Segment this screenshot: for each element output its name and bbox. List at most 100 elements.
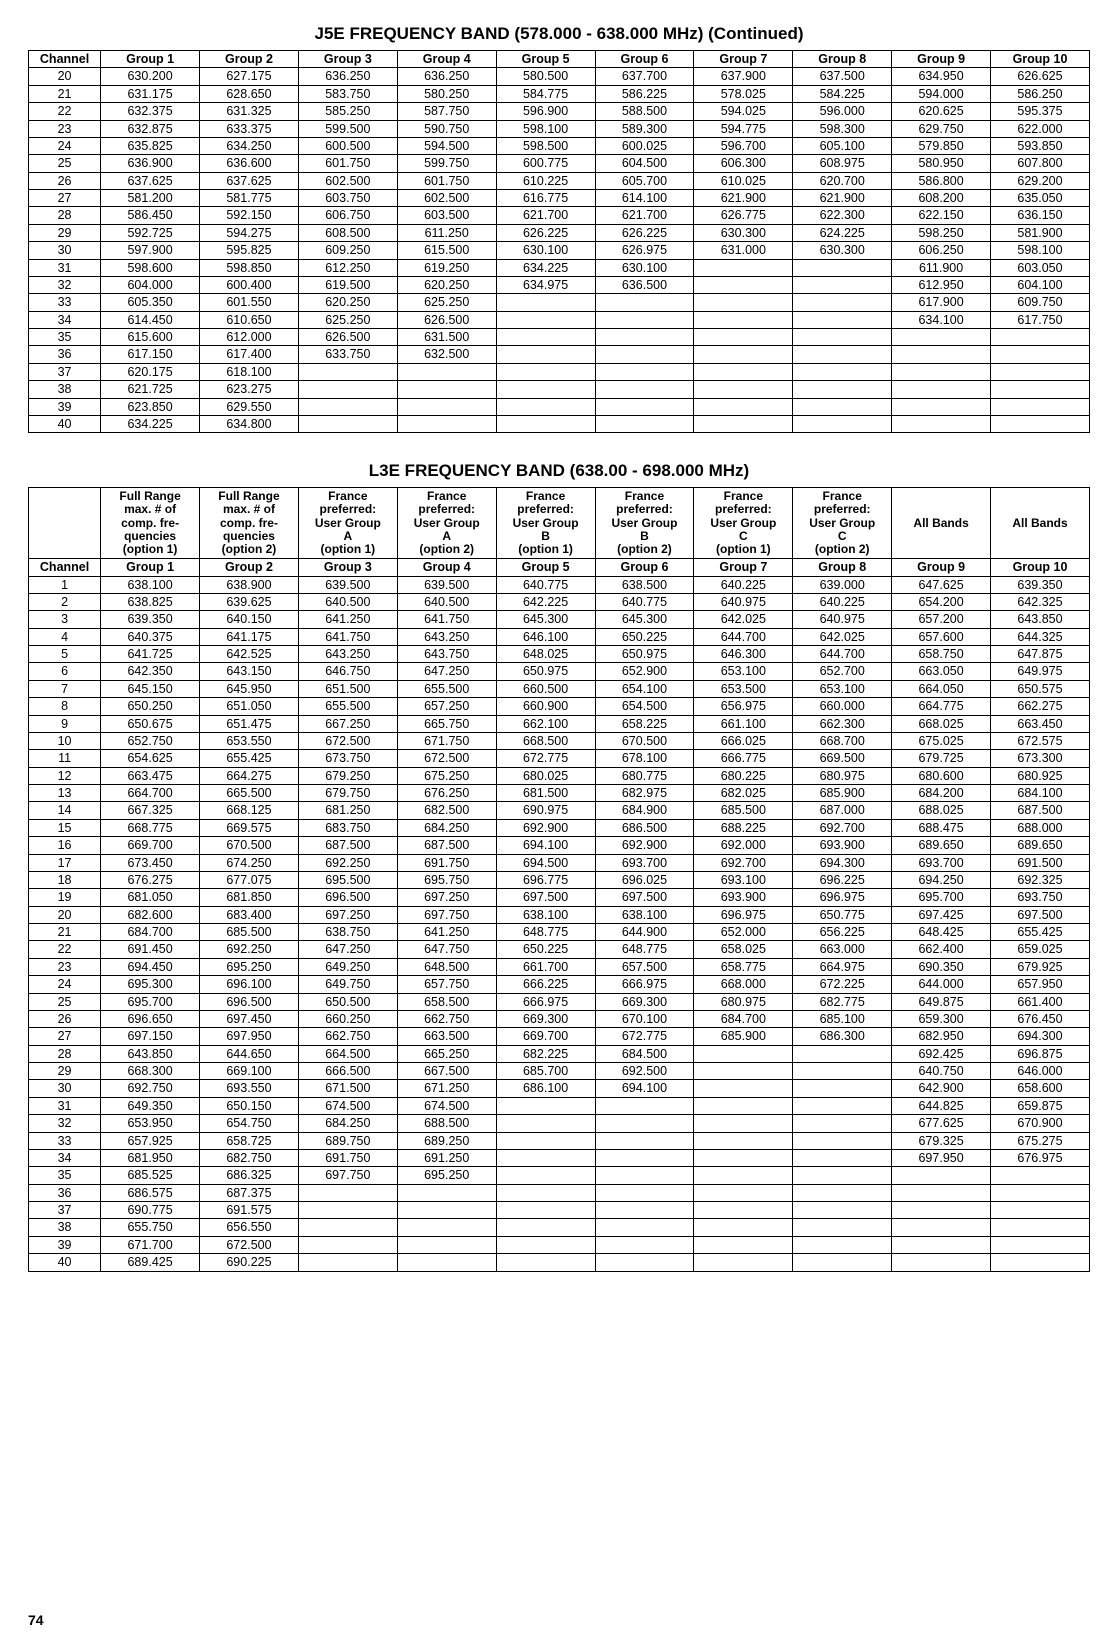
frequency-cell: 686.575 [101, 1184, 200, 1201]
frequency-cell: 650.975 [496, 663, 595, 680]
frequency-cell: 636.900 [101, 155, 200, 172]
frequency-cell: 684.500 [595, 1045, 694, 1062]
frequency-cell: 696.975 [694, 906, 793, 923]
frequency-cell: 608.200 [892, 190, 991, 207]
table-row: 34681.950682.750691.750691.250697.950676… [29, 1149, 1090, 1166]
frequency-cell [991, 1184, 1090, 1201]
frequency-cell: 647.750 [397, 941, 496, 958]
frequency-cell [793, 1115, 892, 1132]
channel-cell: 7 [29, 680, 101, 697]
channel-cell: 4 [29, 628, 101, 645]
frequency-cell: 680.775 [595, 767, 694, 784]
channel-cell: 38 [29, 1219, 101, 1236]
frequency-cell: 600.775 [496, 155, 595, 172]
frequency-cell: 650.225 [496, 941, 595, 958]
frequency-cell: 697.425 [892, 906, 991, 923]
frequency-cell: 621.700 [595, 207, 694, 224]
table-row: 33605.350601.550620.250625.250617.900609… [29, 294, 1090, 311]
column-header: Group 1 [101, 559, 200, 576]
frequency-cell: 632.875 [101, 120, 200, 137]
frequency-cell [793, 1132, 892, 1149]
frequency-cell: 658.025 [694, 941, 793, 958]
frequency-cell [397, 415, 496, 432]
frequency-cell: 599.500 [298, 120, 397, 137]
table-row: 37620.175618.100 [29, 363, 1090, 380]
frequency-cell: 619.250 [397, 259, 496, 276]
table-row: 39623.850629.550 [29, 398, 1090, 415]
frequency-cell: 696.225 [793, 871, 892, 888]
table-row: 32653.950654.750684.250688.500677.625670… [29, 1115, 1090, 1132]
column-header: Group 3 [298, 559, 397, 576]
table-row: 33657.925658.725689.750689.250679.325675… [29, 1132, 1090, 1149]
channel-cell: 20 [29, 68, 101, 85]
frequency-cell: 693.100 [694, 871, 793, 888]
frequency-cell [496, 329, 595, 346]
frequency-cell: 634.225 [496, 259, 595, 276]
frequency-cell: 661.100 [694, 715, 793, 732]
frequency-cell: 685.100 [793, 1010, 892, 1027]
frequency-cell: 589.300 [595, 120, 694, 137]
frequency-cell: 689.650 [991, 837, 1090, 854]
column-header: Francepreferred:User GroupA(option 2) [397, 488, 496, 559]
frequency-cell: 586.225 [595, 85, 694, 102]
frequency-cell [595, 1219, 694, 1236]
frequency-cell: 684.700 [694, 1010, 793, 1027]
page-number: 74 [28, 1612, 1090, 1628]
frequency-cell: 641.250 [298, 611, 397, 628]
frequency-cell: 666.975 [595, 976, 694, 993]
frequency-cell: 649.875 [892, 993, 991, 1010]
frequency-cell [397, 1202, 496, 1219]
frequency-cell [793, 381, 892, 398]
column-header: Group 2 [200, 559, 299, 576]
frequency-cell [595, 1202, 694, 1219]
frequency-cell [298, 1219, 397, 1236]
channel-cell: 29 [29, 224, 101, 241]
frequency-cell: 625.250 [397, 294, 496, 311]
frequency-cell [991, 346, 1090, 363]
frequency-cell: 645.950 [200, 680, 299, 697]
channel-cell: 28 [29, 207, 101, 224]
frequency-cell: 658.725 [200, 1132, 299, 1149]
frequency-cell [694, 1115, 793, 1132]
frequency-cell: 672.775 [496, 750, 595, 767]
frequency-cell: 608.975 [793, 155, 892, 172]
frequency-cell: 692.250 [298, 854, 397, 871]
frequency-cell [793, 398, 892, 415]
frequency-cell: 634.975 [496, 276, 595, 293]
frequency-cell: 655.500 [298, 698, 397, 715]
frequency-cell [298, 1254, 397, 1271]
table-row: 40634.225634.800 [29, 415, 1090, 432]
frequency-cell: 682.600 [101, 906, 200, 923]
frequency-cell: 604.000 [101, 276, 200, 293]
frequency-cell: 689.250 [397, 1132, 496, 1149]
frequency-cell: 596.700 [694, 137, 793, 154]
frequency-cell: 691.250 [397, 1149, 496, 1166]
frequency-cell: 663.500 [397, 1028, 496, 1045]
frequency-cell: 649.350 [101, 1097, 200, 1114]
frequency-cell: 586.450 [101, 207, 200, 224]
frequency-cell: 636.600 [200, 155, 299, 172]
frequency-cell: 640.150 [200, 611, 299, 628]
frequency-cell: 655.750 [101, 1219, 200, 1236]
frequency-cell: 634.225 [101, 415, 200, 432]
frequency-cell: 650.225 [595, 628, 694, 645]
frequency-cell: 697.150 [101, 1028, 200, 1045]
channel-cell: 37 [29, 1202, 101, 1219]
frequency-cell: 690.775 [101, 1202, 200, 1219]
frequency-cell: 612.950 [892, 276, 991, 293]
frequency-cell: 632.500 [397, 346, 496, 363]
table-row: 39671.700672.500 [29, 1236, 1090, 1253]
frequency-cell: 586.250 [991, 85, 1090, 102]
frequency-cell: 603.500 [397, 207, 496, 224]
frequency-cell: 687.500 [397, 837, 496, 854]
table-top-header-row: Full Rangemax. # ofcomp. fre-quencies(op… [29, 488, 1090, 559]
frequency-cell: 687.500 [991, 802, 1090, 819]
column-header: Group 1 [101, 51, 200, 68]
frequency-cell: 653.500 [694, 680, 793, 697]
frequency-cell: 692.000 [694, 837, 793, 854]
frequency-cell: 636.250 [298, 68, 397, 85]
frequency-cell: 694.450 [101, 958, 200, 975]
column-header: Group 9 [892, 559, 991, 576]
frequency-cell [694, 1149, 793, 1166]
frequency-cell [694, 1184, 793, 1201]
